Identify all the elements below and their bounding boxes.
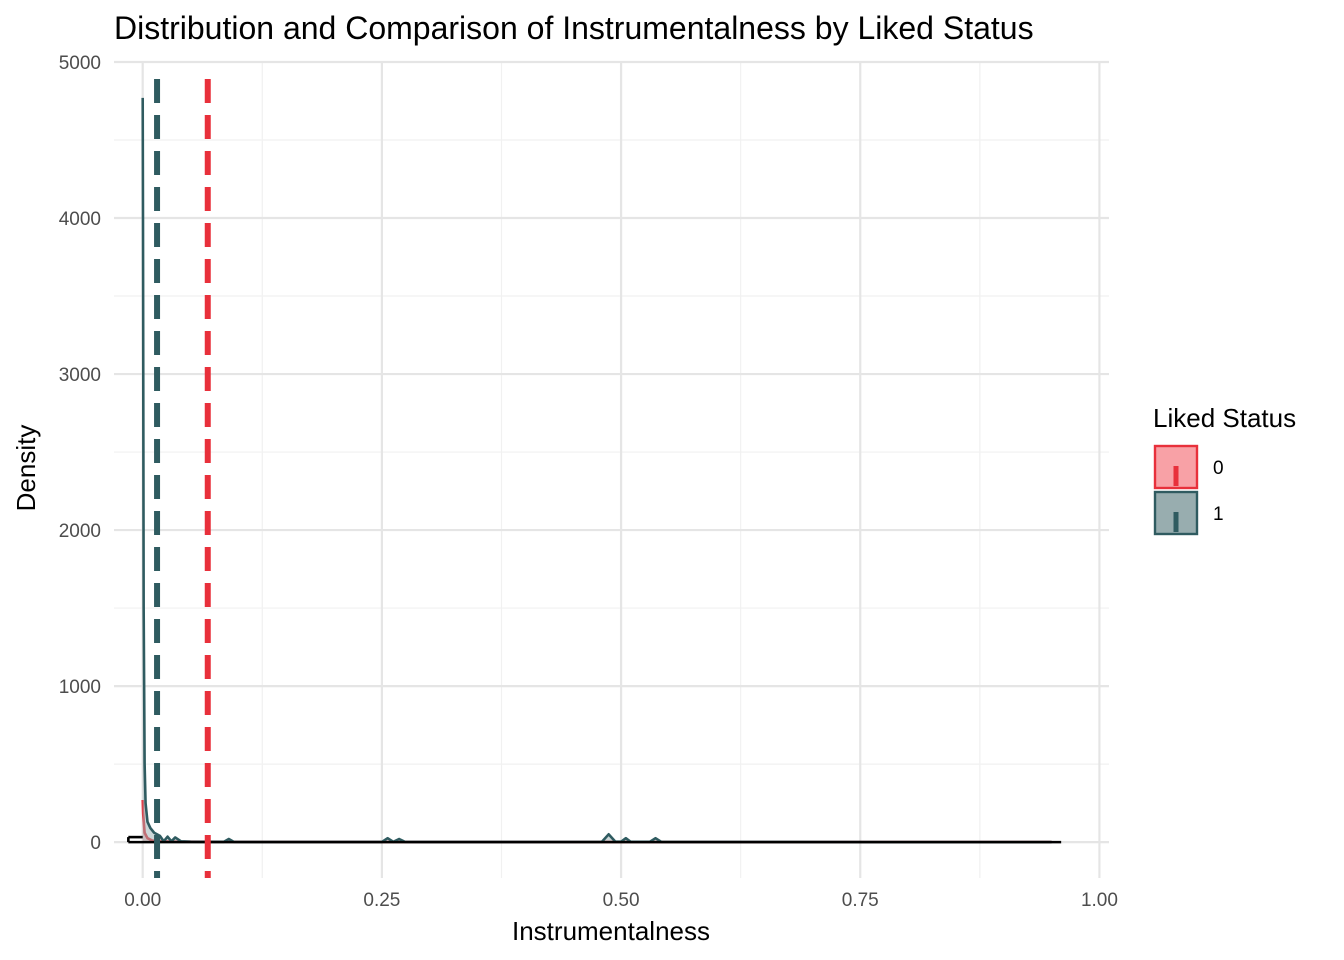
density-curves	[141, 97, 1052, 844]
density-area-1	[142, 97, 1052, 843]
legend: Liked Status 01	[1153, 403, 1296, 536]
x-axis-ticks: 0.00 0.25 0.50 0.75 1.00	[124, 890, 1118, 911]
y-tick-label: 3000	[59, 365, 101, 386]
y-axis-title: Density	[11, 425, 41, 512]
chart-grid	[114, 60, 1109, 878]
x-axis-title: Instrumentalness	[512, 916, 710, 946]
y-tick-label: 2000	[59, 521, 101, 542]
legend-title: Liked Status	[1153, 403, 1296, 433]
density-line-1	[141, 97, 1052, 844]
legend-label-0: 0	[1213, 458, 1224, 479]
mean-lines	[154, 79, 211, 878]
x-tick-label: 0.00	[124, 890, 161, 911]
y-tick-label: 0	[90, 833, 101, 854]
legend-entries: 01	[1153, 444, 1224, 536]
x-tick-label: 0.25	[363, 890, 400, 911]
y-tick-label: 5000	[59, 53, 101, 74]
legend-label-1: 1	[1213, 504, 1224, 525]
x-tick-label: 0.50	[603, 890, 640, 911]
y-axis-ticks: 0 1000 2000 3000 4000 5000	[59, 53, 101, 854]
chart-title: Distribution and Comparison of Instrumen…	[114, 10, 1034, 46]
baseline-segment	[127, 835, 1062, 844]
density-line-0	[141, 799, 1052, 844]
y-tick-label: 4000	[59, 209, 101, 230]
density-area-0	[142, 799, 1052, 843]
x-tick-label: 1.00	[1081, 890, 1118, 911]
x-tick-label: 0.75	[842, 890, 879, 911]
y-tick-label: 1000	[59, 677, 101, 698]
